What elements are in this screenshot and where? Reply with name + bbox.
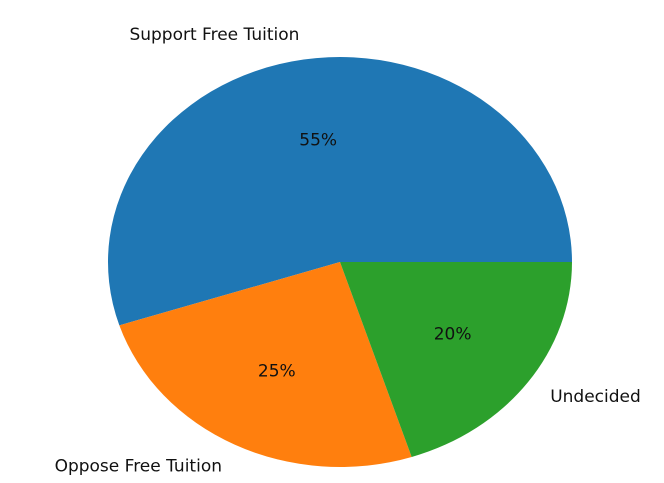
pie-percent-label-2: 20% [434, 324, 472, 344]
pie-percent-label-1: 25% [258, 362, 296, 382]
pie-category-label-0: Support Free Tuition [129, 25, 299, 45]
pie-category-label-1: Oppose Free Tuition [55, 457, 222, 477]
pie-labels: 55% Support Free Tuition 25% Oppose Free Tu… [55, 25, 641, 476]
pie-percent-label-0: 55% [299, 131, 337, 151]
pie-slice-1 [119, 262, 412, 468]
pie-slices [108, 57, 573, 468]
pie-slice-0 [108, 57, 573, 326]
pie-slice-2 [340, 262, 572, 457]
pie-category-label-2: Undecided [550, 387, 641, 407]
